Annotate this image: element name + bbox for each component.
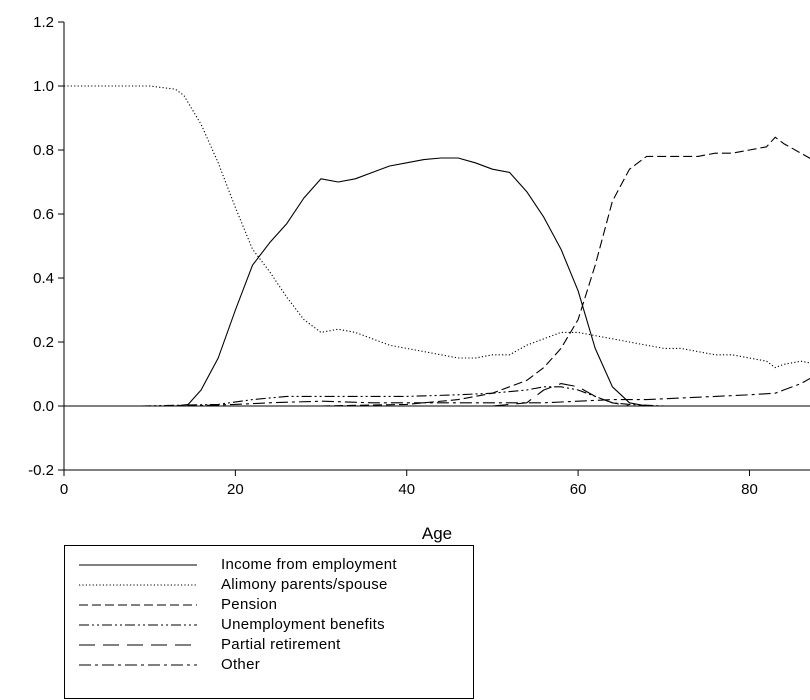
legend-label: Partial retirement (221, 636, 341, 653)
legend-swatch (79, 624, 197, 626)
y-tick-label: 0.2 (33, 334, 54, 351)
y-tick-label: 0.6 (33, 206, 54, 223)
y-tick-label: 0.0 (33, 398, 54, 415)
legend-label: Unemployment benefits (221, 616, 385, 633)
x-tick-label: 60 (570, 481, 587, 498)
y-axis-ticks: -0.2 0.0 0.2 0.4 0.6 0.8 1.0 1.2 (28, 14, 64, 479)
legend-swatch (79, 664, 197, 666)
legend-item: Partial retirement (65, 636, 473, 654)
x-tick-label: 40 (398, 481, 415, 498)
x-tick-label: 80 (741, 481, 758, 498)
series-line-5 (492, 383, 630, 407)
line-chart: -0.2 0.0 0.2 0.4 0.6 0.8 1.0 1.2 0 20 40 60 80 Age (28, 14, 810, 543)
series-line-6 (183, 377, 810, 407)
y-tick-label: 1.0 (33, 78, 54, 95)
legend-swatch (79, 564, 197, 566)
x-tick-label: 0 (60, 481, 68, 498)
x-axis-title: Age (422, 524, 452, 543)
legend-item: Income from employment (65, 556, 473, 574)
legend-swatch (79, 644, 197, 646)
series-line-3 (320, 136, 810, 407)
y-tick-label: 1.2 (33, 14, 54, 31)
y-tick-label: -0.2 (28, 462, 54, 479)
x-axis-ticks: 0 20 40 60 80 (60, 470, 758, 498)
legend-label: Pension (221, 596, 278, 613)
legend-swatch (79, 584, 197, 586)
series-line-4 (141, 386, 664, 407)
y-tick-label: 0.8 (33, 142, 54, 159)
legend: Income from employment Alimony parents/sp… (64, 545, 474, 699)
legend-item: Other (65, 656, 473, 674)
x-tick-label: 20 (227, 481, 244, 498)
legend-label: Alimony parents/spouse (221, 576, 388, 593)
legend-label: Income from employment (221, 556, 397, 573)
legend-item: Alimony parents/spouse (65, 576, 473, 594)
legend-swatch (79, 604, 197, 606)
series-layer (64, 85, 810, 407)
series-line-2 (64, 85, 810, 369)
y-tick-label: 0.4 (33, 270, 54, 287)
legend-item: Unemployment benefits (65, 616, 473, 634)
legend-item: Pension (65, 596, 473, 614)
legend-label: Other (221, 656, 261, 673)
series-line-1 (141, 157, 716, 407)
